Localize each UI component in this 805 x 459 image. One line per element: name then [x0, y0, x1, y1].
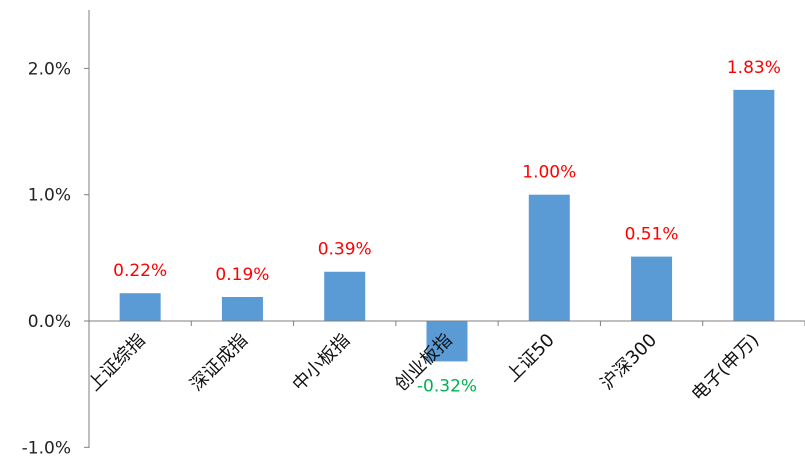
category-label: 深证成指 — [186, 330, 252, 396]
data-label: 0.51% — [625, 225, 679, 245]
bar — [733, 89, 775, 321]
data-labels: 0.22% 0.19% 0.39% -0.32% 1.00% 0.51% 1.83% — [113, 58, 781, 397]
x-axis — [88, 320, 805, 326]
data-label: 0.39% — [318, 240, 372, 260]
y-tick-label: 2.0% — [28, 59, 71, 79]
bar — [324, 271, 366, 321]
y-tick-label: 0.0% — [28, 312, 71, 332]
bar — [426, 321, 468, 362]
data-label: -0.32% — [417, 376, 477, 396]
bars — [119, 89, 775, 362]
category-label: 电子(申万) — [688, 330, 764, 406]
data-label: 0.22% — [113, 261, 167, 281]
bar — [528, 194, 570, 321]
y-tick-label: -1.0% — [22, 438, 71, 458]
category-label: 上证综指 — [84, 330, 150, 396]
category-label: 中小板指 — [288, 330, 354, 396]
category-label: 沪深300 — [597, 330, 662, 395]
bar — [221, 297, 263, 321]
y-tick-label: 1.0% — [28, 186, 71, 206]
category-label: 上证50 — [502, 330, 559, 387]
bar — [119, 293, 161, 321]
data-label: 1.00% — [522, 163, 576, 183]
y-axis: -1.0% 0.0% 1.0% 2.0% — [22, 10, 90, 458]
data-label: 1.83% — [727, 58, 781, 78]
bar — [631, 256, 673, 321]
data-label: 0.19% — [215, 265, 269, 285]
